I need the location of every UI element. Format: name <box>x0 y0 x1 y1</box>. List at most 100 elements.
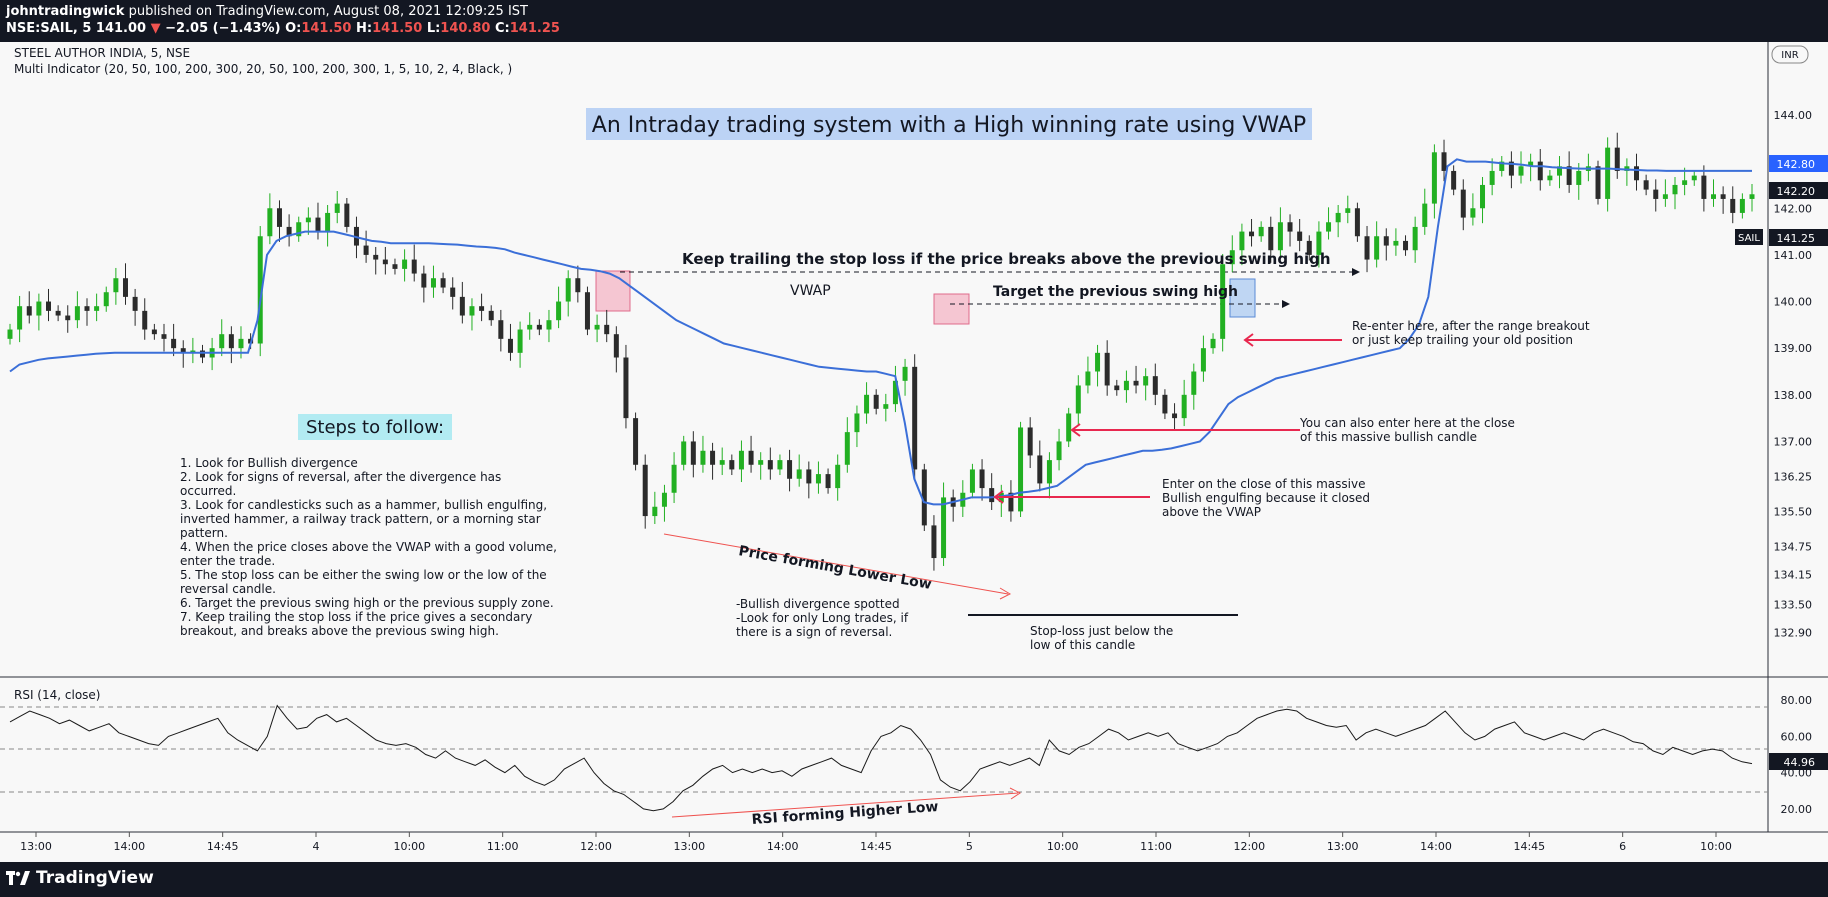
candle-body[interactable] <box>1181 394 1187 419</box>
candle-body[interactable] <box>1431 152 1437 204</box>
candle-body[interactable] <box>902 366 908 381</box>
candle-body[interactable] <box>488 310 494 321</box>
candle-body[interactable] <box>1326 222 1332 232</box>
candle-body[interactable] <box>1249 231 1255 237</box>
candle-body[interactable] <box>652 506 658 517</box>
candle-body[interactable] <box>267 208 273 237</box>
time-axis[interactable]: 13:00 14:00 14:45 4 10:00 11:00 12:00 13:00 14:0… <box>20 832 1732 853</box>
candle-body[interactable] <box>864 394 870 414</box>
candle-body[interactable] <box>142 310 148 330</box>
candle-body[interactable] <box>1152 376 1158 395</box>
candle-body[interactable] <box>1316 231 1322 255</box>
candle-body[interactable] <box>1258 226 1264 237</box>
candle-body[interactable] <box>1335 212 1341 223</box>
candle-body[interactable] <box>1297 231 1303 241</box>
candle-body[interactable] <box>883 404 889 409</box>
candle-body[interactable] <box>469 306 475 316</box>
candle-body[interactable] <box>1643 180 1649 190</box>
candle-body[interactable] <box>1480 184 1486 209</box>
candle-body[interactable] <box>1730 198 1736 213</box>
candle-body[interactable] <box>1508 161 1514 176</box>
candle-body[interactable] <box>151 329 157 335</box>
candle-body[interactable] <box>7 329 13 339</box>
candle-body[interactable] <box>1220 264 1226 339</box>
candle-body[interactable] <box>171 338 177 349</box>
candle-body[interactable] <box>806 469 812 484</box>
candle-body[interactable] <box>180 348 186 353</box>
candle-body[interactable] <box>411 259 417 274</box>
candle-body[interactable] <box>815 474 821 484</box>
candle-body[interactable] <box>45 301 51 311</box>
candle-body[interactable] <box>536 324 542 330</box>
candle-body[interactable] <box>1162 394 1168 414</box>
candle-body[interactable] <box>1605 147 1611 199</box>
chart-canvas[interactable]: STEEL AUTHOR INDIA, 5, NSE Multi Indicat… <box>0 42 1828 862</box>
candle-body[interactable] <box>1614 147 1620 171</box>
candle-body[interactable] <box>1104 352 1110 386</box>
candle-body[interactable] <box>1412 226 1418 251</box>
candle-body[interactable] <box>373 254 379 260</box>
candle-body[interactable] <box>1528 161 1534 167</box>
candle-body[interactable] <box>1133 380 1139 386</box>
candle-body[interactable] <box>1403 240 1409 251</box>
candle-body[interactable] <box>1037 455 1043 484</box>
candle-body[interactable] <box>132 296 138 311</box>
candle-body[interactable] <box>767 460 773 470</box>
tradingview-logo[interactable]: TradingView <box>6 868 154 888</box>
candle-body[interactable] <box>1364 236 1370 260</box>
candle-body[interactable] <box>219 334 225 349</box>
candle-body[interactable] <box>642 464 648 517</box>
candle-body[interactable] <box>1027 427 1033 456</box>
candle-body[interactable] <box>257 236 263 344</box>
candle-body[interactable] <box>1008 492 1014 512</box>
candle-body[interactable] <box>1210 338 1216 349</box>
candle-body[interactable] <box>1095 352 1101 372</box>
candle-body[interactable] <box>710 450 716 465</box>
candle-body[interactable] <box>671 464 677 493</box>
candle-body[interactable] <box>912 366 918 470</box>
candle-body[interactable] <box>344 203 350 227</box>
candle-body[interactable] <box>604 324 610 335</box>
candle-body[interactable] <box>1701 175 1707 199</box>
candle-body[interactable] <box>575 278 581 293</box>
candle-body[interactable] <box>122 278 128 297</box>
candle-body[interactable] <box>1277 222 1283 251</box>
candle-body[interactable] <box>1460 189 1466 218</box>
candle-body[interactable] <box>1229 250 1235 265</box>
candle-body[interactable] <box>1085 371 1091 386</box>
candle-body[interactable] <box>190 350 196 353</box>
candle-body[interactable] <box>334 203 340 213</box>
candle-body[interactable] <box>1046 460 1052 484</box>
candle-body[interactable] <box>1191 371 1197 395</box>
candle-body[interactable] <box>65 315 71 321</box>
vwap-line[interactable] <box>9 158 1752 506</box>
candle-body[interactable] <box>1720 194 1726 199</box>
candle-body[interactable] <box>450 287 456 297</box>
candle-body[interactable] <box>1422 203 1428 227</box>
candle-body[interactable] <box>1306 240 1312 255</box>
candle-body[interactable] <box>1393 240 1399 246</box>
candle-body[interactable] <box>623 357 629 419</box>
candle-body[interactable] <box>1287 222 1293 232</box>
candle-body[interactable] <box>613 334 619 358</box>
candle-body[interactable] <box>1470 208 1476 218</box>
price-scale[interactable]: INR 144.00143.00142.00141.00140.00139.00… <box>1735 45 1828 816</box>
candle-body[interactable] <box>527 324 533 330</box>
candle-body[interactable] <box>382 259 388 265</box>
candle-body[interactable] <box>402 259 408 269</box>
candle-body[interactable] <box>796 469 802 479</box>
candle-body[interactable] <box>1056 441 1062 461</box>
candle-body[interactable] <box>1374 236 1380 260</box>
candle-body[interactable] <box>113 278 119 293</box>
candle-body[interactable] <box>844 432 850 465</box>
candle-body[interactable] <box>777 460 783 470</box>
candle-body[interactable] <box>1547 175 1553 181</box>
candle-body[interactable] <box>507 338 513 353</box>
candle-body[interactable] <box>479 306 485 311</box>
candle-body[interactable] <box>199 350 205 358</box>
candle-body[interactable] <box>1066 413 1072 442</box>
candle-body[interactable] <box>1682 180 1688 185</box>
candle-body[interactable] <box>556 301 562 321</box>
candle-body[interactable] <box>305 217 311 223</box>
candle-body[interactable] <box>854 413 860 433</box>
